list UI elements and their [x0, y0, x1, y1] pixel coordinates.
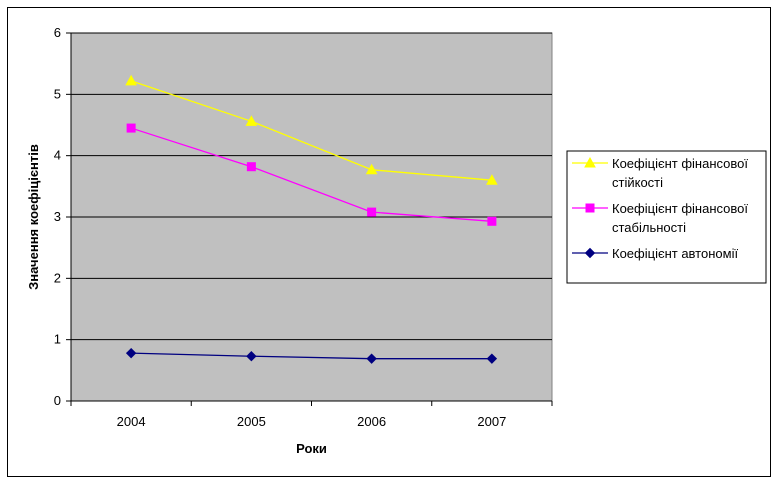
data-point-series-1 [125, 74, 137, 86]
x-tick-label: 2007 [477, 414, 506, 429]
data-point-series-2 [246, 162, 256, 172]
y-tick-label: 4 [54, 148, 61, 163]
data-point-series-2 [487, 216, 497, 226]
y-tick-label: 5 [54, 86, 61, 101]
x-tick-label: 2005 [237, 414, 266, 429]
x-axis-title: Роки [296, 441, 327, 456]
data-point-series-3 [486, 353, 498, 364]
data-point-series-1 [486, 174, 498, 185]
data-point-series-1 [365, 163, 378, 175]
legend-marker-3 [584, 247, 596, 259]
data-point-series-1 [245, 115, 258, 126]
x-tick-label: 2004 [117, 414, 146, 429]
y-tick-label: 1 [54, 332, 61, 347]
x-tick-label: 2006 [357, 414, 386, 429]
series-line-3 [131, 352, 492, 360]
data-point-series-3 [366, 353, 377, 364]
data-point-series-3 [125, 347, 137, 359]
legend-marker-1 [584, 156, 596, 168]
y-tick-label: 2 [54, 270, 61, 285]
legend-label: стійкості [612, 175, 663, 190]
legend-box [566, 150, 767, 284]
data-point-series-2 [367, 207, 377, 217]
series-line-1 [130, 80, 492, 181]
data-point-series-3 [246, 351, 257, 362]
y-axis-title: Значення коефіцієнтів [26, 144, 41, 290]
y-tick-label: 0 [54, 393, 61, 408]
y-tick-label: 3 [54, 209, 61, 224]
legend-label: стабільності [612, 220, 686, 235]
legend-label: Коефіцієнт фінансової [612, 201, 748, 216]
legend-marker-2 [585, 203, 595, 213]
legend-label: Коефіцієнт автономії [612, 246, 738, 261]
legend-label: Коефіцієнт фінансової [612, 156, 748, 171]
series-line-2 [130, 127, 492, 222]
data-point-series-2 [126, 123, 136, 133]
y-tick-label: 6 [54, 25, 61, 40]
